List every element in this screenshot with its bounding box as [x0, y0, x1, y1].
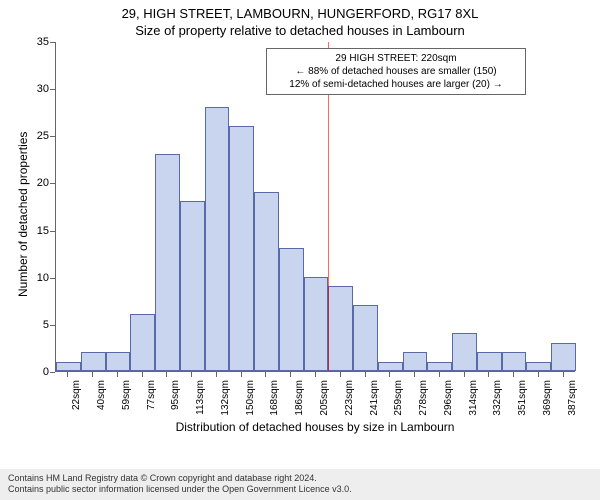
annotation-box: 29 HIGH STREET: 220sqm← 88% of detached …: [266, 48, 526, 95]
y-tick-mark: [50, 231, 55, 232]
y-tick-label: 0: [27, 366, 49, 378]
x-tick-label: 387sqm: [567, 380, 578, 420]
x-tick-label: 278sqm: [418, 380, 429, 420]
x-tick-label: 95sqm: [170, 380, 181, 420]
x-tick-label: 259sqm: [393, 380, 404, 420]
x-tick-label: 241sqm: [369, 380, 380, 420]
x-tick-label: 296sqm: [443, 380, 454, 420]
x-tick-mark: [265, 372, 266, 377]
histogram-bar: [130, 314, 155, 371]
histogram-bar: [155, 154, 180, 371]
x-tick-mark: [389, 372, 390, 377]
histogram-bar: [502, 352, 527, 371]
x-tick-mark: [538, 372, 539, 377]
annotation-line: 12% of semi-detached houses are larger (…: [273, 78, 519, 91]
y-tick-mark: [50, 183, 55, 184]
x-tick-mark: [315, 372, 316, 377]
chart-header: 29, HIGH STREET, LAMBOURN, HUNGERFORD, R…: [0, 0, 600, 38]
x-tick-mark: [191, 372, 192, 377]
x-tick-mark: [142, 372, 143, 377]
y-tick-mark: [50, 325, 55, 326]
x-tick-label: 205sqm: [319, 380, 330, 420]
annotation-line: 29 HIGH STREET: 220sqm: [273, 52, 519, 65]
histogram-bar: [205, 107, 230, 371]
histogram-bar: [452, 333, 477, 371]
x-tick-label: 40sqm: [96, 380, 107, 420]
header-line2: Size of property relative to detached ho…: [0, 23, 600, 38]
x-tick-label: 150sqm: [245, 380, 256, 420]
histogram-bar: [279, 248, 304, 371]
y-tick-mark: [50, 372, 55, 373]
histogram-bar: [229, 126, 254, 371]
x-tick-mark: [241, 372, 242, 377]
header-line1: 29, HIGH STREET, LAMBOURN, HUNGERFORD, R…: [0, 6, 600, 21]
annotation-line: ← 88% of detached houses are smaller (15…: [273, 65, 519, 78]
x-tick-mark: [340, 372, 341, 377]
footer-line1: Contains HM Land Registry data © Crown c…: [8, 473, 592, 485]
x-tick-mark: [464, 372, 465, 377]
x-tick-label: 351sqm: [517, 380, 528, 420]
x-tick-mark: [365, 372, 366, 377]
y-tick-label: 30: [27, 83, 49, 95]
plot-area: 29 HIGH STREET: 220sqm← 88% of detached …: [55, 42, 575, 372]
x-tick-mark: [92, 372, 93, 377]
x-tick-mark: [439, 372, 440, 377]
y-tick-mark: [50, 42, 55, 43]
x-tick-label: 59sqm: [121, 380, 132, 420]
x-tick-mark: [488, 372, 489, 377]
x-tick-mark: [117, 372, 118, 377]
x-tick-label: 22sqm: [71, 380, 82, 420]
x-tick-mark: [513, 372, 514, 377]
histogram-bar: [403, 352, 428, 371]
y-tick-mark: [50, 89, 55, 90]
x-tick-label: 332sqm: [492, 380, 503, 420]
x-tick-mark: [290, 372, 291, 377]
x-tick-mark: [414, 372, 415, 377]
histogram-bar: [254, 192, 279, 371]
x-tick-label: 113sqm: [195, 380, 206, 420]
y-tick-label: 35: [27, 36, 49, 48]
x-tick-label: 132sqm: [220, 380, 231, 420]
x-tick-mark: [67, 372, 68, 377]
histogram-bar: [56, 362, 81, 371]
y-tick-mark: [50, 278, 55, 279]
histogram-bar: [427, 362, 452, 371]
histogram-bar: [378, 362, 403, 371]
histogram-bar: [180, 201, 205, 371]
x-tick-label: 369sqm: [542, 380, 553, 420]
x-tick-label: 168sqm: [269, 380, 280, 420]
y-tick-mark: [50, 136, 55, 137]
histogram-bar: [328, 286, 353, 371]
x-tick-label: 186sqm: [294, 380, 305, 420]
footer: Contains HM Land Registry data © Crown c…: [0, 469, 600, 500]
y-tick-label: 25: [27, 130, 49, 142]
y-tick-label: 15: [27, 225, 49, 237]
histogram-bar: [551, 343, 576, 371]
x-tick-mark: [216, 372, 217, 377]
x-tick-label: 223sqm: [344, 380, 355, 420]
x-tick-label: 314sqm: [468, 380, 479, 420]
y-tick-label: 10: [27, 272, 49, 284]
x-axis-title: Distribution of detached houses by size …: [55, 420, 575, 434]
histogram-bar: [477, 352, 502, 371]
histogram-bar: [304, 277, 329, 371]
footer-line2: Contains public sector information licen…: [8, 484, 592, 496]
y-tick-label: 20: [27, 177, 49, 189]
y-tick-label: 5: [27, 319, 49, 331]
histogram-bar: [81, 352, 106, 371]
x-tick-mark: [563, 372, 564, 377]
histogram-bar: [526, 362, 551, 371]
chart-container: Number of detached properties 29 HIGH ST…: [0, 42, 600, 442]
histogram-bar: [106, 352, 131, 371]
x-tick-mark: [166, 372, 167, 377]
x-tick-label: 77sqm: [146, 380, 157, 420]
histogram-bar: [353, 305, 378, 371]
